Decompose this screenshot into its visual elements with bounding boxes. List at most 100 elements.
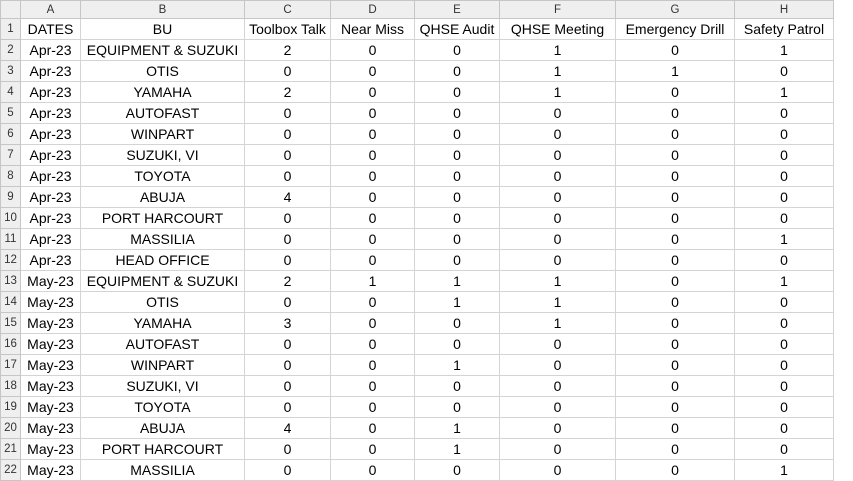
cell-H15[interactable]: 0 bbox=[734, 312, 834, 334]
cell-G6[interactable]: 0 bbox=[615, 123, 735, 145]
cell-C21[interactable]: 0 bbox=[244, 438, 331, 460]
cell-A7[interactable]: Apr-23 bbox=[20, 144, 81, 166]
cell-E21[interactable]: 1 bbox=[414, 438, 500, 460]
cell-C7[interactable]: 0 bbox=[244, 144, 331, 166]
cell-C12[interactable]: 0 bbox=[244, 249, 331, 271]
cell-A1[interactable]: DATES bbox=[20, 18, 81, 40]
cell-A15[interactable]: May-23 bbox=[20, 312, 81, 334]
cell-E13[interactable]: 1 bbox=[414, 270, 500, 292]
cell-E3[interactable]: 0 bbox=[414, 60, 500, 82]
cell-B21[interactable]: PORT HARCOURT bbox=[80, 438, 245, 460]
cell-C20[interactable]: 4 bbox=[244, 417, 331, 439]
cell-G21[interactable]: 0 bbox=[615, 438, 735, 460]
cell-C8[interactable]: 0 bbox=[244, 165, 331, 187]
cell-C14[interactable]: 0 bbox=[244, 291, 331, 313]
row-header[interactable]: 4 bbox=[0, 81, 21, 103]
cell-D7[interactable]: 0 bbox=[330, 144, 415, 166]
row-header[interactable]: 8 bbox=[0, 165, 21, 187]
cell-C22[interactable]: 0 bbox=[244, 459, 331, 481]
cell-B16[interactable]: AUTOFAST bbox=[80, 333, 245, 355]
cell-E11[interactable]: 0 bbox=[414, 228, 500, 250]
cell-H16[interactable]: 0 bbox=[734, 333, 834, 355]
cell-G1[interactable]: Emergency Drill bbox=[615, 18, 735, 40]
cell-H19[interactable]: 0 bbox=[734, 396, 834, 418]
cell-B11[interactable]: MASSILIA bbox=[80, 228, 245, 250]
cell-A14[interactable]: May-23 bbox=[20, 291, 81, 313]
cell-F9[interactable]: 0 bbox=[499, 186, 616, 208]
cell-G13[interactable]: 0 bbox=[615, 270, 735, 292]
cell-H10[interactable]: 0 bbox=[734, 207, 834, 229]
cell-A5[interactable]: Apr-23 bbox=[20, 102, 81, 124]
cell-D17[interactable]: 0 bbox=[330, 354, 415, 376]
cell-A19[interactable]: May-23 bbox=[20, 396, 81, 418]
cell-A3[interactable]: Apr-23 bbox=[20, 60, 81, 82]
cell-E4[interactable]: 0 bbox=[414, 81, 500, 103]
cell-H13[interactable]: 1 bbox=[734, 270, 834, 292]
cell-H17[interactable]: 0 bbox=[734, 354, 834, 376]
cell-E20[interactable]: 1 bbox=[414, 417, 500, 439]
cell-H8[interactable]: 0 bbox=[734, 165, 834, 187]
cell-F17[interactable]: 0 bbox=[499, 354, 616, 376]
cell-F10[interactable]: 0 bbox=[499, 207, 616, 229]
cell-D4[interactable]: 0 bbox=[330, 81, 415, 103]
cell-E1[interactable]: QHSE Audit bbox=[414, 18, 500, 40]
cell-A13[interactable]: May-23 bbox=[20, 270, 81, 292]
cell-G22[interactable]: 0 bbox=[615, 459, 735, 481]
row-header[interactable]: 16 bbox=[0, 333, 21, 355]
cell-C13[interactable]: 2 bbox=[244, 270, 331, 292]
cell-G15[interactable]: 0 bbox=[615, 312, 735, 334]
cell-D16[interactable]: 0 bbox=[330, 333, 415, 355]
cell-A18[interactable]: May-23 bbox=[20, 375, 81, 397]
cell-H11[interactable]: 1 bbox=[734, 228, 834, 250]
row-header[interactable]: 9 bbox=[0, 186, 21, 208]
row-header[interactable]: 22 bbox=[0, 459, 21, 481]
cell-H1[interactable]: Safety Patrol bbox=[734, 18, 834, 40]
cell-G4[interactable]: 0 bbox=[615, 81, 735, 103]
cell-G5[interactable]: 0 bbox=[615, 102, 735, 124]
cell-F19[interactable]: 0 bbox=[499, 396, 616, 418]
cell-G7[interactable]: 0 bbox=[615, 144, 735, 166]
column-header-H[interactable]: H bbox=[734, 0, 834, 19]
cell-C2[interactable]: 2 bbox=[244, 39, 331, 61]
row-header[interactable]: 2 bbox=[0, 39, 21, 61]
cell-C4[interactable]: 2 bbox=[244, 81, 331, 103]
cell-B5[interactable]: AUTOFAST bbox=[80, 102, 245, 124]
cell-D11[interactable]: 0 bbox=[330, 228, 415, 250]
row-header[interactable]: 15 bbox=[0, 312, 21, 334]
cell-D20[interactable]: 0 bbox=[330, 417, 415, 439]
cell-D8[interactable]: 0 bbox=[330, 165, 415, 187]
cell-D10[interactable]: 0 bbox=[330, 207, 415, 229]
cell-H6[interactable]: 0 bbox=[734, 123, 834, 145]
cell-F1[interactable]: QHSE Meeting bbox=[499, 18, 616, 40]
cell-F8[interactable]: 0 bbox=[499, 165, 616, 187]
cell-B17[interactable]: WINPART bbox=[80, 354, 245, 376]
cell-A17[interactable]: May-23 bbox=[20, 354, 81, 376]
cell-F15[interactable]: 1 bbox=[499, 312, 616, 334]
cell-G2[interactable]: 0 bbox=[615, 39, 735, 61]
row-header[interactable]: 13 bbox=[0, 270, 21, 292]
select-all-corner[interactable] bbox=[0, 0, 21, 19]
cell-E2[interactable]: 0 bbox=[414, 39, 500, 61]
cell-H21[interactable]: 0 bbox=[734, 438, 834, 460]
cell-H18[interactable]: 0 bbox=[734, 375, 834, 397]
cell-H4[interactable]: 1 bbox=[734, 81, 834, 103]
column-header-G[interactable]: G bbox=[615, 0, 735, 19]
cell-A20[interactable]: May-23 bbox=[20, 417, 81, 439]
cell-H5[interactable]: 0 bbox=[734, 102, 834, 124]
cell-H9[interactable]: 0 bbox=[734, 186, 834, 208]
cell-H22[interactable]: 1 bbox=[734, 459, 834, 481]
cell-A16[interactable]: May-23 bbox=[20, 333, 81, 355]
cell-E16[interactable]: 0 bbox=[414, 333, 500, 355]
cell-H3[interactable]: 0 bbox=[734, 60, 834, 82]
cell-A9[interactable]: Apr-23 bbox=[20, 186, 81, 208]
cell-E15[interactable]: 0 bbox=[414, 312, 500, 334]
row-header[interactable]: 6 bbox=[0, 123, 21, 145]
cell-B14[interactable]: OTIS bbox=[80, 291, 245, 313]
cell-B8[interactable]: TOYOTA bbox=[80, 165, 245, 187]
cell-F5[interactable]: 0 bbox=[499, 102, 616, 124]
cell-F20[interactable]: 0 bbox=[499, 417, 616, 439]
column-header-C[interactable]: C bbox=[244, 0, 331, 19]
cell-E17[interactable]: 1 bbox=[414, 354, 500, 376]
cell-C1[interactable]: Toolbox Talk bbox=[244, 18, 331, 40]
cell-A4[interactable]: Apr-23 bbox=[20, 81, 81, 103]
